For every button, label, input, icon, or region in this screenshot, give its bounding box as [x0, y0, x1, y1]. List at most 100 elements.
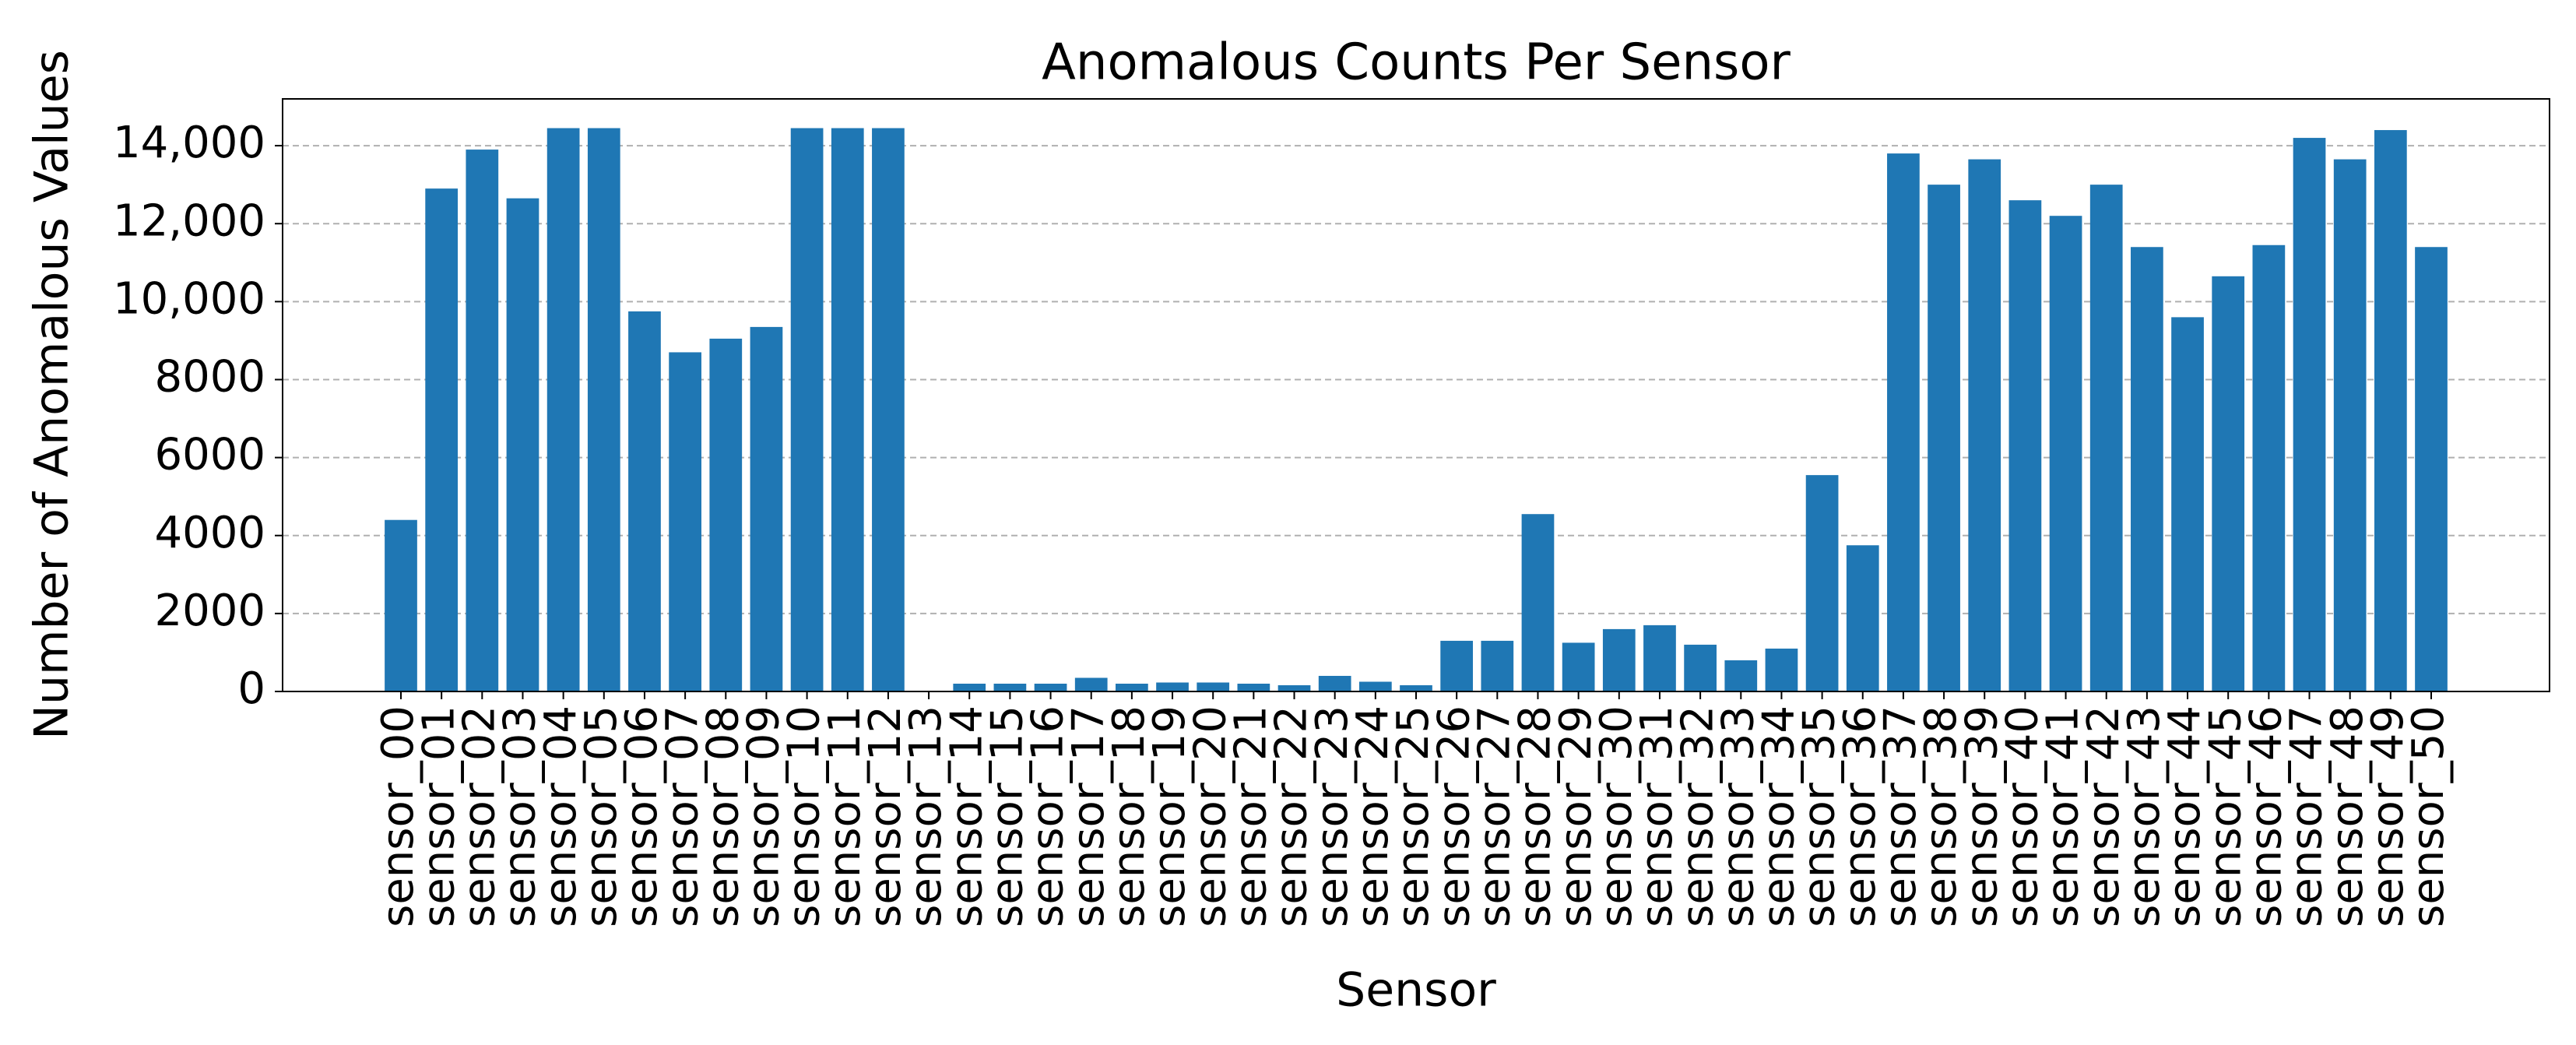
bar [1602, 628, 1636, 691]
bar [2415, 247, 2448, 691]
bar [2131, 247, 2163, 691]
x-tick-label: sensor_28 [1510, 705, 1561, 927]
bar [790, 128, 824, 692]
bar [709, 338, 743, 691]
x-tick-label: sensor_31 [1632, 705, 1682, 927]
bar [669, 352, 701, 691]
bar [1318, 675, 1351, 691]
x-tick-label: sensor_34 [1754, 705, 1805, 927]
bar [2252, 245, 2286, 691]
x-tick-label: sensor_50 [2403, 705, 2454, 927]
x-tick-label: sensor_26 [1429, 705, 1479, 927]
bar [1440, 640, 1474, 691]
x-tick-label: sensor_27 [1469, 705, 1520, 927]
x-tick-label: sensor_15 [982, 705, 1033, 927]
x-tick-label: sensor_10 [779, 705, 830, 927]
x-tick-label: sensor_41 [2038, 705, 2089, 927]
x-tick-label: sensor_05 [576, 705, 627, 927]
bar [1643, 625, 1676, 691]
x-tick-label: sensor_44 [2160, 705, 2210, 927]
bar [1116, 683, 1148, 691]
bar [628, 311, 661, 691]
x-tick-label: sensor_20 [1185, 705, 1235, 927]
chart-title: Anomalous Counts Per Sensor [1042, 34, 1791, 92]
y-axis-label: Number of Anomalous Values [25, 50, 79, 740]
bar [2089, 185, 2123, 692]
bar [2171, 317, 2204, 691]
bar [1805, 475, 1839, 691]
bar [1277, 684, 1311, 691]
x-tick-label: sensor_09 [739, 705, 789, 927]
bar [1358, 681, 1392, 691]
x-tick-label: sensor_30 [1591, 705, 1642, 927]
y-tick-label: 4000 [154, 508, 265, 558]
x-tick-label: sensor_00 [373, 705, 423, 927]
bar [1156, 682, 1189, 691]
x-tick-label: sensor_22 [1267, 705, 1317, 927]
bar [1684, 644, 1717, 691]
x-tick-label: sensor_14 [941, 705, 992, 927]
bar [1034, 683, 1067, 691]
x-tick-label: sensor_19 [1144, 705, 1195, 927]
x-tick-label: sensor_18 [1104, 705, 1154, 927]
x-tick-label: sensor_17 [1063, 705, 1114, 927]
x-axis-label: Sensor [1336, 963, 1496, 1018]
x-tick-label: sensor_39 [1956, 705, 2007, 927]
bar [1765, 648, 1798, 691]
x-tick-label: sensor_01 [413, 705, 464, 927]
x-tick-label: sensor_36 [1835, 705, 1885, 927]
bar [466, 150, 499, 692]
bar [1521, 514, 1555, 691]
x-tick-label: sensor_35 [1794, 705, 1845, 927]
x-tick-label: sensor_37 [1875, 705, 1926, 927]
bar [2049, 216, 2082, 691]
bar [750, 326, 783, 691]
bar [2212, 276, 2245, 692]
bar [1724, 660, 1758, 691]
x-tick-label: sensor_21 [1226, 705, 1277, 927]
x-tick-label: sensor_46 [2241, 705, 2292, 927]
y-tick-label: 2000 [154, 586, 265, 636]
y-tick-label: 8000 [154, 352, 265, 403]
bar [1887, 153, 1920, 691]
y-tick-label: 0 [237, 663, 265, 714]
x-tick-label: sensor_12 [860, 705, 911, 927]
bar [2293, 138, 2326, 691]
x-tick-label: sensor_29 [1551, 705, 1601, 927]
x-tick-label: sensor_07 [657, 705, 708, 927]
x-tick-label: sensor_25 [1388, 705, 1439, 927]
y-tick-label: 14,000 [113, 118, 265, 168]
x-tick-label: sensor_43 [2119, 705, 2170, 927]
bar [2333, 159, 2367, 691]
y-tick-label: 6000 [154, 430, 265, 480]
x-tick-label: sensor_24 [1348, 705, 1398, 927]
x-tick-label: sensor_11 [820, 705, 870, 927]
x-tick-label: sensor_32 [1672, 705, 1723, 927]
bar [1562, 642, 1595, 691]
x-tick-label: sensor_42 [2079, 705, 2129, 927]
x-tick-label: sensor_48 [2322, 705, 2373, 927]
x-tick-label: sensor_23 [1307, 705, 1358, 927]
bar [1846, 545, 1879, 691]
x-tick-label: sensor_03 [495, 705, 546, 927]
bar [1197, 682, 1230, 691]
bar [385, 519, 417, 691]
x-tick-label: sensor_49 [2363, 705, 2413, 927]
bar [1928, 185, 1960, 692]
x-tick-label: sensor_13 [901, 705, 951, 927]
bar [425, 188, 459, 692]
x-tick-label: sensor_45 [2200, 705, 2251, 927]
x-tick-label: sensor_06 [617, 705, 667, 927]
bar [993, 683, 1027, 691]
bar [1968, 159, 2001, 691]
bar [1400, 684, 1432, 691]
y-tick-label: 10,000 [113, 273, 265, 324]
x-tick-label: sensor_47 [2282, 705, 2332, 927]
x-tick-label: sensor_16 [1023, 705, 1074, 927]
bar [2008, 200, 2042, 692]
x-tick-label: sensor_08 [698, 705, 748, 927]
x-tick-label: sensor_40 [1998, 705, 2048, 927]
bar [2374, 130, 2407, 692]
x-tick-label: sensor_38 [1916, 705, 1966, 927]
